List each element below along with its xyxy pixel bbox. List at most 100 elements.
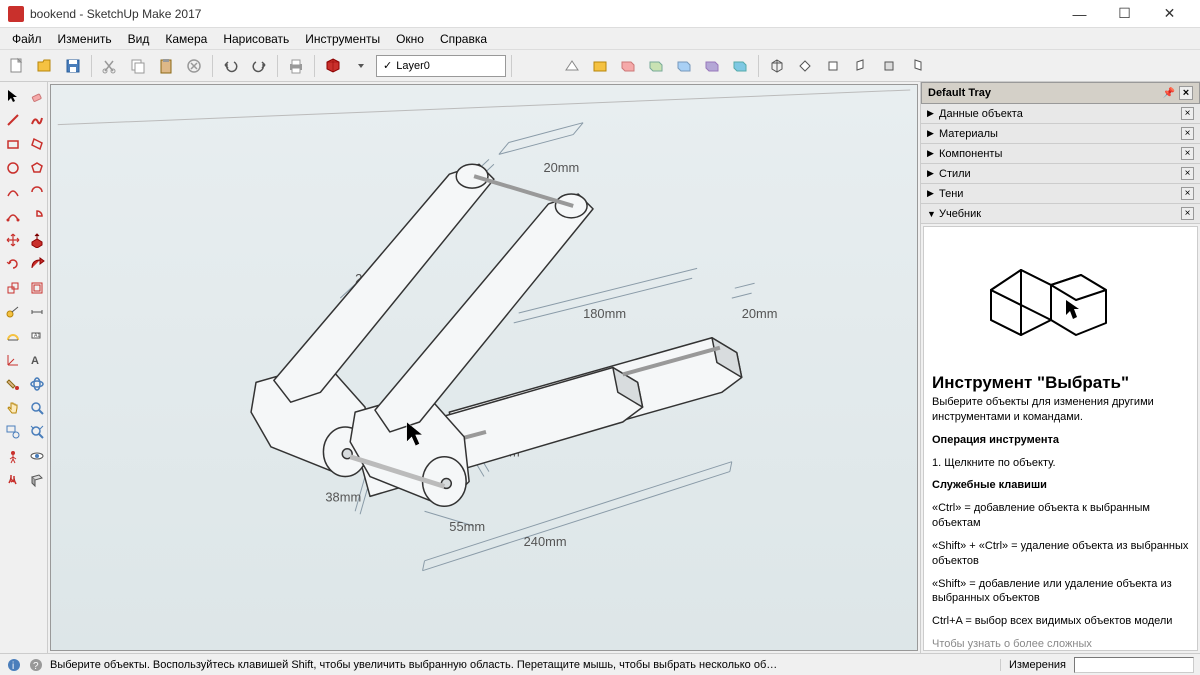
panel-entity-info[interactable]: ▶Данные объекта× xyxy=(921,104,1200,124)
style-icon-4[interactable] xyxy=(643,53,669,79)
look-around-icon[interactable] xyxy=(26,445,48,467)
dimension-tool-icon[interactable] xyxy=(26,301,48,323)
select-tool-icon[interactable] xyxy=(2,85,24,107)
model-viewport[interactable]: 20mm 220mm 180mm 20mm 25mm 55mm 38mm 240… xyxy=(50,84,918,651)
view-front-icon[interactable] xyxy=(820,53,846,79)
scale-tool-icon[interactable] xyxy=(2,277,24,299)
main-toolbar: ✓ Layer0 xyxy=(0,50,1200,82)
pie-tool-icon[interactable] xyxy=(26,205,48,227)
zoom-window-tool-icon[interactable] xyxy=(2,421,24,443)
menu-file[interactable]: Файл xyxy=(4,30,50,48)
status-bar: i ? Выберите объекты. Воспользуйтесь кла… xyxy=(0,653,1200,675)
followme-tool-icon[interactable] xyxy=(26,253,48,275)
arc2-tool-icon[interactable] xyxy=(26,181,48,203)
panel-components[interactable]: ▶Компоненты× xyxy=(921,144,1200,164)
menu-edit[interactable]: Изменить xyxy=(50,30,120,48)
freehand-tool-icon[interactable] xyxy=(26,109,48,131)
status-help-icon[interactable]: ? xyxy=(28,657,44,673)
polygon-tool-icon[interactable] xyxy=(26,157,48,179)
style-icon-1[interactable] xyxy=(559,53,585,79)
orbit-tool-icon[interactable] xyxy=(26,373,48,395)
print-icon[interactable] xyxy=(283,53,309,79)
instructor-content: Инструмент "Выбрать" Выберите объекты дл… xyxy=(923,226,1198,651)
panel-close-icon[interactable]: × xyxy=(1181,167,1194,180)
new-file-icon[interactable] xyxy=(4,53,30,79)
panel-close-icon[interactable]: × xyxy=(1181,127,1194,140)
tray-close-icon[interactable]: × xyxy=(1179,86,1193,100)
minimize-button[interactable]: — xyxy=(1057,0,1102,28)
tape-tool-icon[interactable] xyxy=(2,301,24,323)
menu-tools[interactable]: Инструменты xyxy=(297,30,388,48)
panel-close-icon[interactable]: × xyxy=(1181,187,1194,200)
zoom-tool-icon[interactable] xyxy=(26,397,48,419)
position-camera-icon[interactable] xyxy=(2,445,24,467)
check-icon: ✓ xyxy=(383,59,392,72)
arc3-tool-icon[interactable] xyxy=(2,205,24,227)
save-icon[interactable] xyxy=(60,53,86,79)
pin-icon[interactable]: 📌 xyxy=(1163,88,1175,99)
view-iso-icon[interactable] xyxy=(764,53,790,79)
circle-tool-icon[interactable] xyxy=(2,157,24,179)
zoom-extents-tool-icon[interactable] xyxy=(26,421,48,443)
text-tool-icon[interactable]: A1 xyxy=(26,325,48,347)
status-info-icon[interactable]: i xyxy=(6,657,22,673)
offset-tool-icon[interactable] xyxy=(26,277,48,299)
cut-icon[interactable] xyxy=(97,53,123,79)
view-left-icon[interactable] xyxy=(904,53,930,79)
view-right-icon[interactable] xyxy=(848,53,874,79)
section-plane-icon[interactable] xyxy=(26,469,48,491)
paint-tool-icon[interactable] xyxy=(2,373,24,395)
open-file-icon[interactable] xyxy=(32,53,58,79)
window-title: bookend - SketchUp Make 2017 xyxy=(30,7,1057,21)
rectangle-tool-icon[interactable] xyxy=(2,133,24,155)
redo-icon[interactable] xyxy=(246,53,272,79)
panel-close-icon[interactable]: × xyxy=(1181,207,1194,220)
delete-icon[interactable] xyxy=(181,53,207,79)
panel-shadows[interactable]: ▶Тени× xyxy=(921,184,1200,204)
pushpull-tool-icon[interactable] xyxy=(26,229,48,251)
panel-styles[interactable]: ▶Стили× xyxy=(921,164,1200,184)
arc-tool-icon[interactable] xyxy=(2,181,24,203)
style-icon-7[interactable] xyxy=(727,53,753,79)
maximize-button[interactable]: ☐ xyxy=(1102,0,1147,28)
tray-header[interactable]: Default Tray 📌 × xyxy=(921,82,1200,104)
style-icon-6[interactable] xyxy=(699,53,725,79)
rotate-tool-icon[interactable] xyxy=(2,253,24,275)
measurements-input[interactable] xyxy=(1074,657,1194,673)
rotated-rect-tool-icon[interactable] xyxy=(26,133,48,155)
view-top-icon[interactable] xyxy=(792,53,818,79)
layer-dropdown-icon[interactable] xyxy=(348,53,374,79)
dim-38mm: 38mm xyxy=(325,489,361,504)
component-icon[interactable] xyxy=(320,53,346,79)
eraser-tool-icon[interactable] xyxy=(26,85,48,107)
panel-close-icon[interactable]: × xyxy=(1181,107,1194,120)
3dtext-tool-icon[interactable]: A xyxy=(26,349,48,371)
view-back-icon[interactable] xyxy=(876,53,902,79)
style-icon-5[interactable] xyxy=(671,53,697,79)
walk-tool-icon[interactable] xyxy=(2,469,24,491)
style-icon-2[interactable] xyxy=(587,53,613,79)
menu-window[interactable]: Окно xyxy=(388,30,432,48)
paste-icon[interactable] xyxy=(153,53,179,79)
menu-draw[interactable]: Нарисовать xyxy=(215,30,297,48)
menu-view[interactable]: Вид xyxy=(120,30,158,48)
axes-tool-icon[interactable] xyxy=(2,349,24,371)
tool-palette: A1 A xyxy=(0,82,48,653)
protractor-tool-icon[interactable] xyxy=(2,325,24,347)
dim-20mm-top: 20mm xyxy=(543,160,579,175)
panel-instructor[interactable]: ▼Учебник× xyxy=(921,204,1200,224)
line-tool-icon[interactable] xyxy=(2,109,24,131)
move-tool-icon[interactable] xyxy=(2,229,24,251)
undo-icon[interactable] xyxy=(218,53,244,79)
panel-materials[interactable]: ▶Материалы× xyxy=(921,124,1200,144)
instructor-op-text: 1. Щелкните по объекту. xyxy=(932,456,1189,471)
menu-camera[interactable]: Камера xyxy=(157,30,215,48)
panel-close-icon[interactable]: × xyxy=(1181,147,1194,160)
copy-icon[interactable] xyxy=(125,53,151,79)
pan-tool-icon[interactable] xyxy=(2,397,24,419)
menu-help[interactable]: Справка xyxy=(432,30,495,48)
style-icon-3[interactable] xyxy=(615,53,641,79)
layer-selector[interactable]: ✓ Layer0 xyxy=(376,55,506,77)
close-button[interactable]: ✕ xyxy=(1147,0,1192,28)
instructor-keys-title: Служебные клавиши xyxy=(932,478,1189,493)
